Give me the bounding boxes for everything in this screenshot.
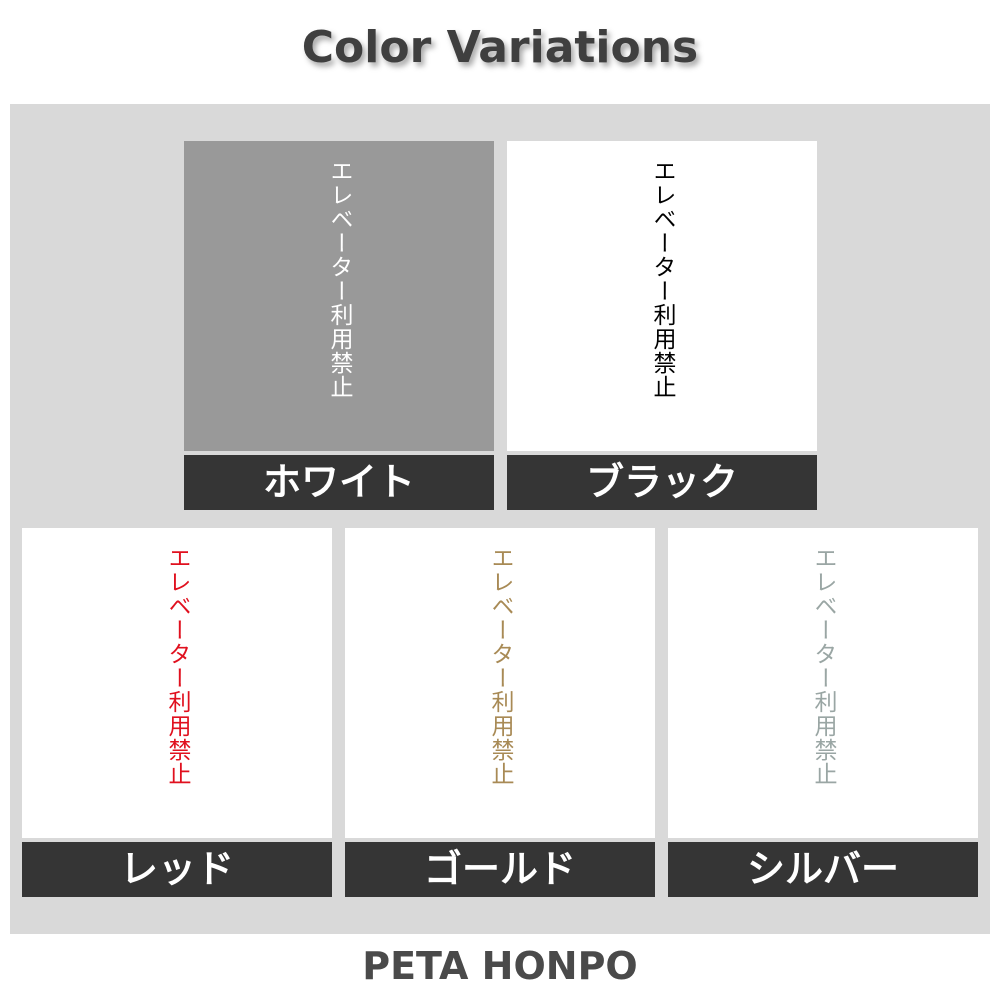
sign-preview: エレベーター利用禁止 xyxy=(507,141,817,451)
sign-preview: エレベーター利用禁止 xyxy=(345,528,655,838)
brand-name: PETA HONPO xyxy=(362,944,638,988)
variant-label: ブラック xyxy=(507,455,817,510)
sign-text: エレベーター利用禁止 xyxy=(487,546,513,786)
variant-gold: エレベーター利用禁止 ゴールド xyxy=(345,528,655,897)
variant-label: レッド xyxy=(22,842,332,897)
sign-text: エレベーター利用禁止 xyxy=(810,546,836,786)
variant-black: エレベーター利用禁止 ブラック xyxy=(507,141,817,510)
sign-text: エレベーター利用禁止 xyxy=(326,159,352,399)
variant-silver: エレベーター利用禁止 シルバー xyxy=(668,528,978,897)
page-title: Color Variations xyxy=(301,22,699,73)
variant-label: ホワイト xyxy=(184,455,494,510)
sign-preview: エレベーター利用禁止 xyxy=(668,528,978,838)
variant-white: エレベーター利用禁止 ホワイト xyxy=(184,141,494,510)
sign-text: エレベーター利用禁止 xyxy=(649,159,675,399)
variant-red: エレベーター利用禁止 レッド xyxy=(22,528,332,897)
variant-label: ゴールド xyxy=(345,842,655,897)
variant-label: シルバー xyxy=(668,842,978,897)
sign-preview: エレベーター利用禁止 xyxy=(22,528,332,838)
sign-text: エレベーター利用禁止 xyxy=(164,546,190,786)
sign-preview: エレベーター利用禁止 xyxy=(184,141,494,451)
